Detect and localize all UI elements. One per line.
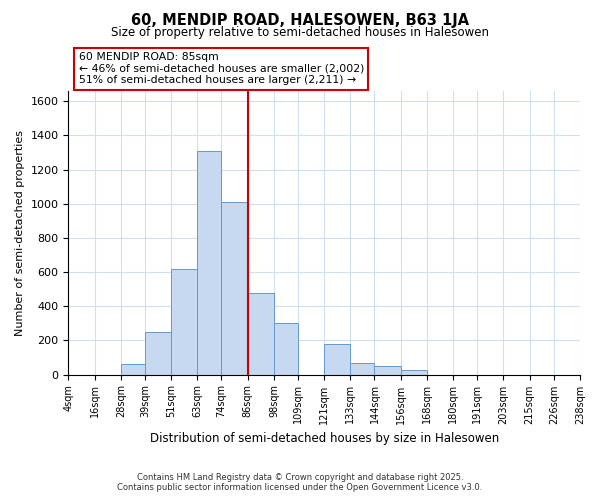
Bar: [221, 202, 248, 374]
Bar: [197, 150, 221, 374]
Text: Size of property relative to semi-detached houses in Halesowen: Size of property relative to semi-detach…: [111, 26, 489, 39]
Text: 60 MENDIP ROAD: 85sqm
← 46% of semi-detached houses are smaller (2,002)
51% of s: 60 MENDIP ROAD: 85sqm ← 46% of semi-deta…: [79, 52, 364, 85]
Bar: [248, 292, 274, 374]
Bar: [274, 324, 298, 374]
Bar: [350, 362, 374, 374]
Bar: [145, 332, 171, 374]
Bar: [171, 268, 197, 374]
Bar: [374, 366, 401, 374]
Bar: [401, 370, 427, 374]
Bar: [324, 344, 350, 374]
X-axis label: Distribution of semi-detached houses by size in Halesowen: Distribution of semi-detached houses by …: [149, 432, 499, 445]
Bar: [121, 364, 145, 374]
Y-axis label: Number of semi-detached properties: Number of semi-detached properties: [15, 130, 25, 336]
Text: 60, MENDIP ROAD, HALESOWEN, B63 1JA: 60, MENDIP ROAD, HALESOWEN, B63 1JA: [131, 12, 469, 28]
Text: Contains HM Land Registry data © Crown copyright and database right 2025.
Contai: Contains HM Land Registry data © Crown c…: [118, 473, 482, 492]
